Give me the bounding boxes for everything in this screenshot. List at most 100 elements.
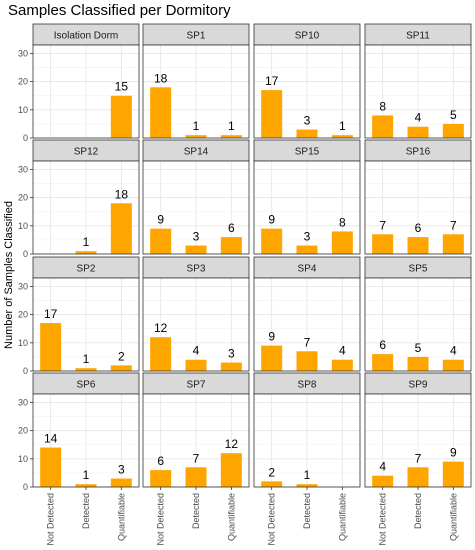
facet-strip-label: SP2 <box>77 264 96 275</box>
panel-border <box>364 44 472 139</box>
bar <box>150 337 172 371</box>
y-tick-label: 20 <box>18 193 28 203</box>
facet-strip-label: SP14 <box>184 147 209 158</box>
bar <box>110 203 132 254</box>
bar <box>110 365 132 371</box>
bar-value-label: 3 <box>193 230 200 244</box>
bar <box>185 245 207 254</box>
bar-value-label: 6 <box>157 454 164 468</box>
y-tick-label: 0 <box>23 133 28 143</box>
bar <box>372 115 394 138</box>
y-axis-title: Number of Samples Classified <box>3 201 15 349</box>
y-tick-label: 30 <box>18 397 28 407</box>
panel-border <box>142 277 250 372</box>
x-tick-label: Detected <box>413 493 423 529</box>
bar-value-label: 2 <box>118 349 125 363</box>
bar-value-label: 1 <box>83 235 90 249</box>
x-tick-label: Not Detected <box>156 493 166 546</box>
x-tick-label: Not Detected <box>267 493 277 546</box>
bar-value-label: 7 <box>193 451 200 465</box>
facet-strip-label: SP5 <box>409 264 428 275</box>
bar <box>296 129 318 138</box>
bar <box>40 323 62 371</box>
facet-strip-label: SP4 <box>298 264 317 275</box>
bar <box>331 231 353 254</box>
bar-value-label: 9 <box>450 446 457 460</box>
bar-value-label: 5 <box>450 108 457 122</box>
bar <box>407 237 429 254</box>
x-tick-label: Quantifiable <box>226 493 236 541</box>
bar <box>150 470 172 487</box>
y-tick-label: 30 <box>18 164 28 174</box>
bar-value-label: 4 <box>379 460 386 474</box>
bar <box>75 368 97 371</box>
bar <box>442 234 464 254</box>
x-tick-label: Quantifiable <box>448 493 458 541</box>
bar-value-label: 4 <box>415 111 422 125</box>
bar <box>261 481 283 487</box>
bar <box>296 351 318 371</box>
bar-value-label: 1 <box>304 468 311 482</box>
bar-value-label: 1 <box>193 119 200 133</box>
facet-strip-label: SP15 <box>295 147 320 158</box>
facet-strip-label: SP9 <box>409 380 428 391</box>
panel-border <box>142 160 250 255</box>
bar-value-label: 18 <box>154 71 168 85</box>
y-tick-label: 20 <box>18 77 28 87</box>
x-tick-label: Detected <box>302 493 312 529</box>
bar-value-label: 3 <box>304 230 311 244</box>
bar-value-label: 4 <box>339 344 346 358</box>
y-tick-label: 10 <box>18 338 28 348</box>
y-tick-label: 0 <box>23 366 28 376</box>
bar-value-label: 8 <box>379 99 386 113</box>
bar-value-label: 1 <box>83 468 90 482</box>
bar-value-label: 7 <box>379 218 386 232</box>
y-tick-label: 10 <box>18 454 28 464</box>
panel-border <box>32 277 140 372</box>
facet-strip-label: SP8 <box>298 380 317 391</box>
bar-value-label: 7 <box>450 218 457 232</box>
x-tick-label: Quantifiable <box>337 493 347 541</box>
panel-border <box>364 160 472 255</box>
bar <box>75 251 97 254</box>
bar <box>185 467 207 487</box>
bar <box>150 228 172 254</box>
bar <box>296 484 318 487</box>
bar <box>220 362 242 371</box>
facet-strip-label: SP7 <box>187 380 206 391</box>
bar-value-label: 7 <box>415 451 422 465</box>
bar <box>75 484 97 487</box>
bar-value-label: 6 <box>379 338 386 352</box>
panel-border <box>253 277 361 372</box>
facet-strip-label: SP6 <box>77 380 96 391</box>
bar-value-label: 14 <box>44 432 58 446</box>
bar <box>185 359 207 371</box>
panel-border <box>142 44 250 139</box>
bar-value-label: 9 <box>268 330 275 344</box>
y-tick-label: 30 <box>18 281 28 291</box>
y-tick-label: 20 <box>18 426 28 436</box>
bar <box>150 87 172 138</box>
bar-value-label: 15 <box>115 80 129 94</box>
bar-value-label: 17 <box>265 74 279 88</box>
y-tick-label: 0 <box>23 249 28 259</box>
bar <box>331 359 353 371</box>
bar-value-label: 6 <box>415 221 422 235</box>
bar <box>372 354 394 371</box>
bar-value-label: 8 <box>339 215 346 229</box>
x-tick-label: Detected <box>81 493 91 529</box>
bar-value-label: 3 <box>118 463 125 477</box>
bar <box>110 95 132 138</box>
bar-value-label: 3 <box>228 347 235 361</box>
facet-strip-label: SP12 <box>74 147 99 158</box>
panel-border <box>253 44 361 139</box>
y-tick-label: 10 <box>18 221 28 231</box>
bar <box>407 356 429 371</box>
bar <box>261 228 283 254</box>
bar-value-label: 6 <box>228 221 235 235</box>
panel-border <box>364 277 472 372</box>
facet-strip-label: SP16 <box>406 147 431 158</box>
bar-value-label: 12 <box>225 437 239 451</box>
bar <box>372 234 394 254</box>
